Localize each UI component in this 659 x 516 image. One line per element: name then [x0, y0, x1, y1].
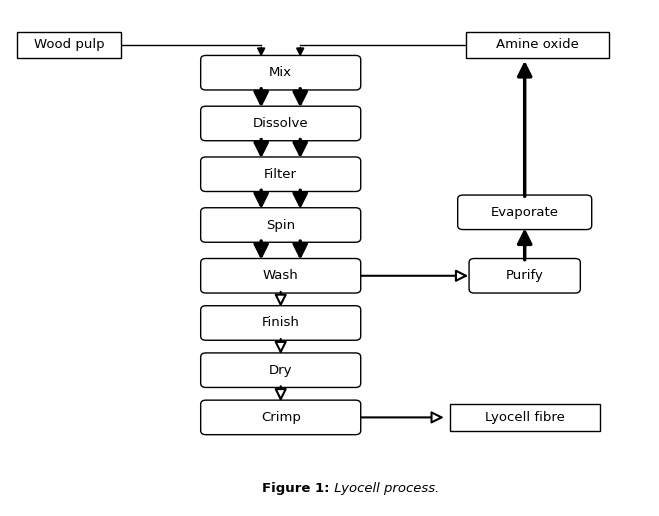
Text: Wash: Wash	[263, 269, 299, 282]
Bar	[17, 31, 121, 58]
FancyBboxPatch shape	[201, 305, 360, 340]
Text: Wood pulp: Wood pulp	[34, 38, 105, 51]
Bar	[466, 31, 610, 58]
FancyBboxPatch shape	[201, 208, 360, 243]
Text: Crimp: Crimp	[261, 411, 301, 424]
FancyBboxPatch shape	[469, 259, 581, 293]
Text: Filter: Filter	[264, 168, 297, 181]
Text: Finish: Finish	[262, 316, 300, 330]
Text: Mix: Mix	[269, 66, 292, 79]
Text: Amine oxide: Amine oxide	[496, 38, 579, 51]
Text: Lyocell process.: Lyocell process.	[330, 482, 439, 495]
FancyBboxPatch shape	[458, 195, 592, 230]
FancyBboxPatch shape	[201, 400, 360, 434]
Text: Spin: Spin	[266, 218, 295, 232]
Text: Evaporate: Evaporate	[491, 206, 559, 219]
FancyBboxPatch shape	[201, 106, 360, 141]
FancyBboxPatch shape	[201, 55, 360, 90]
FancyBboxPatch shape	[201, 157, 360, 191]
Text: Lyocell fibre: Lyocell fibre	[485, 411, 565, 424]
Text: Dry: Dry	[269, 364, 293, 377]
Text: Purify: Purify	[505, 269, 544, 282]
FancyBboxPatch shape	[201, 259, 360, 293]
FancyBboxPatch shape	[201, 353, 360, 388]
Text: Figure 1:: Figure 1:	[262, 482, 330, 495]
Bar	[450, 404, 600, 431]
Text: Dissolve: Dissolve	[253, 117, 308, 130]
